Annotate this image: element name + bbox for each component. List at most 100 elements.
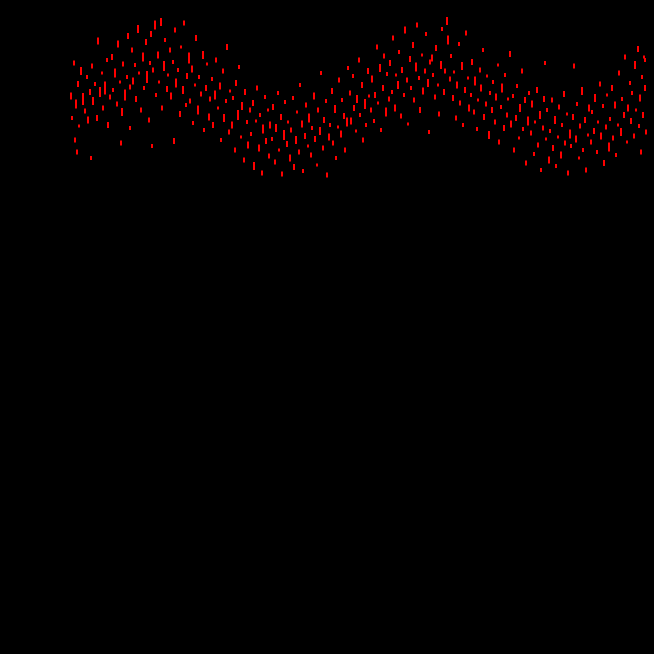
data-point-error-bar — [92, 97, 94, 105]
data-point-error-bar — [443, 89, 445, 95]
data-point-error-bar — [497, 63, 499, 67]
data-point-error-bar — [268, 153, 270, 159]
data-point-error-bar — [134, 63, 136, 67]
data-point-error-bar — [531, 100, 533, 108]
data-point-error-bar — [121, 108, 123, 116]
data-point-error-bar — [131, 47, 133, 53]
data-point-error-bar — [328, 133, 330, 141]
data-point-error-bar — [337, 125, 339, 129]
data-point-error-bar — [117, 40, 119, 48]
data-point-error-bar — [109, 94, 111, 100]
data-point-error-bar — [220, 138, 222, 142]
data-point-error-bar — [391, 90, 393, 94]
data-point-error-bar — [425, 32, 427, 36]
data-point-error-bar — [593, 128, 595, 134]
data-point-error-bar — [101, 71, 103, 75]
data-point-error-bar — [87, 116, 89, 124]
data-point-error-bar — [174, 27, 176, 33]
data-point-error-bar — [241, 102, 243, 110]
data-point-error-bar — [308, 113, 310, 123]
data-point-error-bar — [316, 163, 318, 167]
data-point-error-bar — [449, 76, 451, 82]
data-point-error-bar — [292, 96, 294, 100]
data-point-error-bar — [307, 144, 309, 148]
data-point-error-bar — [519, 104, 521, 112]
data-point-error-bar — [380, 128, 382, 132]
data-point-error-bar — [240, 135, 242, 139]
data-point-error-bar — [170, 92, 172, 100]
data-point-error-bar — [386, 72, 388, 76]
data-point-error-bar — [570, 144, 572, 148]
data-point-error-bar — [608, 142, 610, 152]
data-point-error-bar — [298, 149, 300, 155]
data-point-error-bar — [73, 60, 75, 66]
data-point-error-bar — [264, 95, 266, 99]
data-point-error-bar — [479, 67, 481, 73]
data-point-error-bar — [255, 119, 257, 123]
data-point-error-bar — [195, 35, 197, 41]
data-point-error-bar — [624, 54, 626, 60]
data-point-error-bar — [352, 74, 354, 78]
data-point-error-bar — [287, 120, 289, 124]
data-point-error-bar — [265, 138, 267, 144]
data-point-error-bar — [347, 66, 349, 70]
data-point-error-bar — [280, 114, 282, 120]
data-point-error-bar — [518, 136, 520, 140]
data-point-error-bar — [489, 91, 491, 95]
data-point-error-bar — [429, 59, 431, 65]
data-point-error-bar — [335, 156, 337, 160]
data-point-error-bar — [272, 104, 274, 110]
data-point-error-bar — [122, 61, 124, 67]
data-point-error-bar — [410, 86, 412, 90]
data-point-error-bar — [365, 123, 367, 127]
data-point-error-bar — [235, 80, 237, 86]
data-point-error-bar — [407, 122, 409, 126]
data-point-error-bar — [232, 96, 234, 100]
data-point-error-bar — [234, 147, 236, 153]
data-point-error-bar — [421, 53, 423, 57]
data-point-error-bar — [578, 156, 580, 160]
data-point-error-bar — [392, 35, 394, 41]
data-point-error-bar — [412, 42, 414, 48]
data-point-error-bar — [126, 75, 128, 79]
data-point-error-bar — [495, 93, 497, 101]
data-point-error-bar — [452, 95, 454, 101]
data-point-error-bar — [355, 129, 357, 133]
data-point-error-bar — [612, 135, 614, 141]
data-point-error-bar — [112, 88, 114, 92]
data-point-error-bar — [209, 96, 211, 102]
data-point-error-bar — [71, 116, 73, 120]
data-point-error-bar — [473, 109, 475, 115]
data-point-error-bar — [455, 115, 457, 121]
data-point-error-bar — [99, 87, 101, 97]
data-point-error-bar — [107, 122, 109, 128]
data-point-error-bar — [124, 89, 126, 101]
data-point-error-bar — [543, 96, 545, 102]
data-point-error-bar — [397, 81, 399, 89]
data-point-error-bar — [434, 94, 436, 100]
data-point-error-bar — [485, 101, 487, 107]
data-point-error-bar — [329, 123, 331, 127]
data-point-error-bar — [146, 71, 148, 83]
data-point-error-bar — [537, 142, 539, 148]
data-point-error-bar — [492, 80, 494, 84]
data-point-error-bar — [633, 133, 635, 139]
data-point-error-bar — [491, 107, 493, 113]
data-point-error-bar — [395, 73, 397, 77]
data-point-error-bar — [119, 80, 121, 84]
data-point-error-bar — [441, 27, 443, 31]
data-point-error-bar — [483, 114, 485, 120]
data-point-error-bar — [135, 96, 137, 102]
data-point-error-bar — [200, 91, 202, 97]
data-point-error-bar — [86, 75, 88, 79]
data-point-error-bar — [566, 112, 568, 116]
data-point-error-bar — [406, 77, 408, 83]
data-point-error-bar — [89, 89, 91, 95]
data-point-error-bar — [295, 136, 297, 144]
data-point-error-bar — [180, 45, 182, 49]
data-point-error-bar — [364, 99, 366, 109]
data-point-error-bar — [388, 96, 390, 102]
data-point-error-bar — [116, 101, 118, 107]
